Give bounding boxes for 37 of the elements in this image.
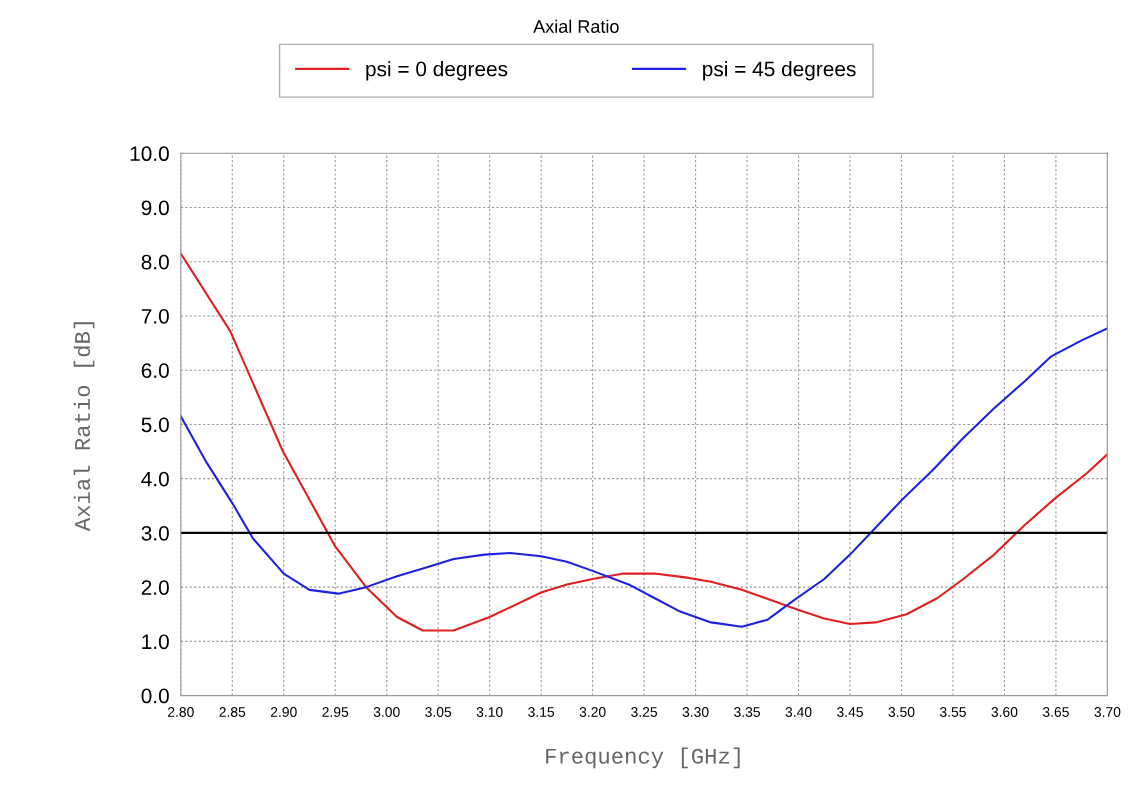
y-axis-title: Axial Ratio [dB] [73, 322, 95, 532]
x-tick-label: 2.95 [322, 707, 349, 717]
y-tick-label: 0.0 [141, 688, 169, 704]
x-tick-label: 2.85 [219, 707, 246, 717]
y-tick-label: 10.0 [130, 146, 169, 162]
y-tick-label: 6.0 [141, 363, 169, 378]
x-tick-label: 3.00 [373, 707, 400, 717]
x-tick-label: 3.30 [682, 707, 709, 717]
x-tick-label: 3.50 [888, 707, 915, 717]
x-tick-label: 3.05 [425, 707, 452, 717]
x-tick-label: 3.55 [939, 707, 966, 717]
x-tick-label: 3.60 [991, 707, 1018, 717]
x-tick-label: 3.40 [785, 707, 812, 717]
y-tick-label: 4.0 [141, 471, 169, 487]
y-tick-label: 1.0 [142, 634, 169, 650]
legend-label: psi = 0 degrees [366, 61, 508, 81]
y-tick-label: 8.0 [141, 254, 169, 270]
y-tick-label: 7.0 [141, 308, 169, 324]
y-tick-label: 3.0 [141, 525, 169, 541]
y-tick-label: 5.0 [141, 417, 169, 433]
x-tick-label: 2.80 [167, 707, 194, 717]
x-tick-label: 3.35 [734, 707, 760, 717]
y-tick-label: 9.0 [141, 200, 169, 216]
x-tick-label: 3.10 [476, 707, 503, 717]
line-series [180, 327, 1108, 628]
x-axis-title: Frequency [GHz] [546, 747, 740, 769]
line-series [180, 252, 1108, 632]
x-tick-label: 3.20 [579, 707, 606, 717]
x-tick-label: 2.90 [270, 707, 297, 717]
x-tick-label: 3.45 [837, 707, 863, 717]
y-tick-label: 2.0 [141, 580, 169, 595]
chart-title: Axial Ratio [533, 19, 619, 33]
legend-label: psi = 45 degrees [703, 61, 856, 81]
x-tick-label: 3.15 [528, 707, 555, 717]
x-tick-label: 3.25 [631, 707, 658, 717]
x-tick-label: 3.70 [1094, 707, 1121, 717]
x-tick-label: 3.65 [1042, 707, 1069, 717]
